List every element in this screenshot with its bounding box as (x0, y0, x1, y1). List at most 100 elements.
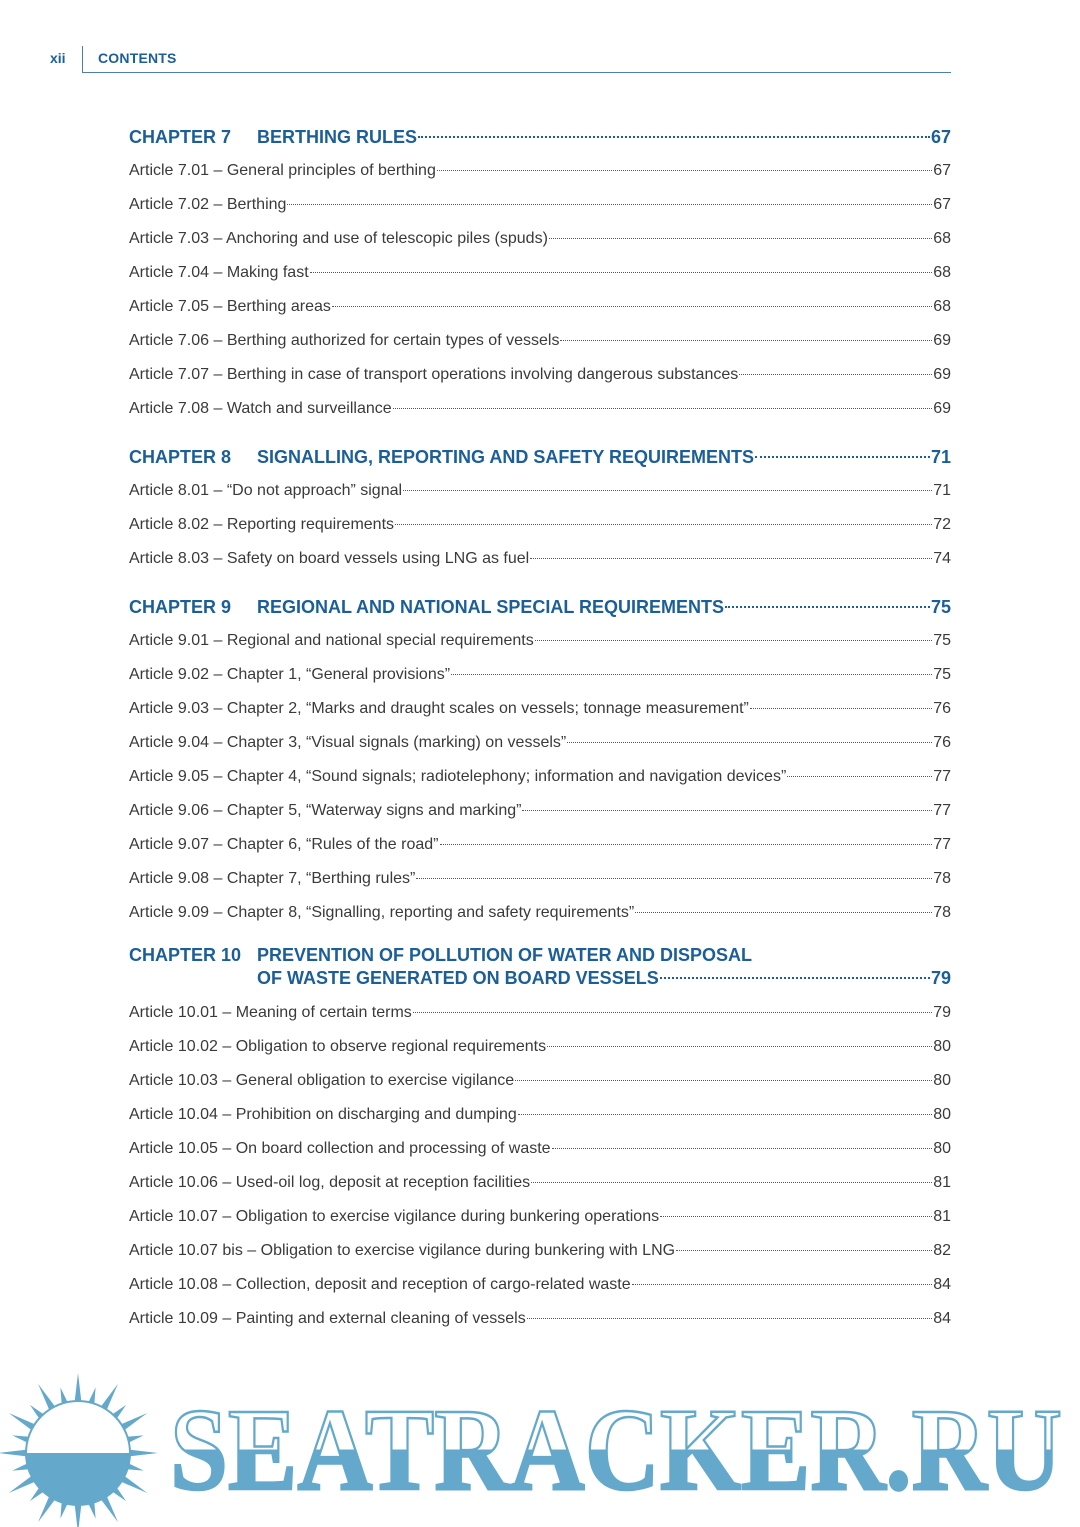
toc-entry[interactable]: Article 10.09 – Painting and external cl… (129, 1302, 951, 1336)
article-page: 79 (933, 1004, 951, 1021)
toc-entry[interactable]: Article 10.08 – Collection, deposit and … (129, 1268, 951, 1302)
toc-entry[interactable]: Article 8.02 – Reporting requirements 72 (129, 508, 951, 542)
article-title: Article 7.01 – General principles of ber… (129, 162, 436, 179)
toc-entry[interactable]: Article 10.01 – Meaning of certain terms… (129, 996, 951, 1030)
article-page: 80 (933, 1072, 951, 1089)
dot-leader (451, 674, 933, 675)
chapter-heading[interactable]: CHAPTER 8 SIGNALLING, REPORTING AND SAFET… (129, 440, 951, 474)
dot-leader (439, 844, 933, 845)
article-page: 75 (933, 666, 951, 683)
toc-entry[interactable]: Article 10.03 – General obligation to ex… (129, 1064, 951, 1098)
article-page: 78 (933, 870, 951, 887)
dot-leader (515, 1080, 933, 1081)
article-title: Article 7.03 – Anchoring and use of tele… (129, 230, 548, 247)
chapter-title-line1: PREVENTION OF POLLUTION OF WATER AND DIS… (257, 945, 753, 965)
toc-entry[interactable]: Article 10.05 – On board collection and … (129, 1132, 951, 1166)
article-title: Article 7.07 – Berthing in case of trans… (129, 366, 739, 383)
article-title: Article 9.03 – Chapter 2, “Marks and dra… (129, 700, 749, 717)
toc-entry[interactable]: Article 9.06 – Chapter 5, “Waterway sign… (129, 794, 951, 828)
toc-entry[interactable]: Article 9.09 – Chapter 8, “Signalling, r… (129, 896, 951, 930)
chapter-title: BERTHING RULES (257, 127, 418, 147)
dot-leader (331, 306, 933, 307)
chapter-heading[interactable]: CHAPTER 10 PREVENTION OF POLLUTION OF WAT… (129, 944, 951, 990)
dot-leader (659, 977, 930, 979)
article-page: 77 (933, 802, 951, 819)
article-title: Article 7.08 – Watch and surveillance (129, 400, 392, 417)
article-page: 75 (933, 632, 951, 649)
table-of-contents: CHAPTER 7 BERTHING RULES 67 Article 7.01 – … (129, 120, 951, 1336)
toc-entry[interactable]: Article 7.07 – Berthing in case of trans… (129, 358, 951, 392)
dot-leader (517, 1114, 933, 1115)
chapter-number: CHAPTER 10 (129, 945, 242, 965)
toc-entry[interactable]: Article 10.02 – Obligation to observe re… (129, 1030, 951, 1064)
toc-entry[interactable]: Article 8.01 – “Do not approach” signal 7… (129, 474, 951, 508)
article-title: Article 10.07 bis – Obligation to exerci… (129, 1242, 676, 1259)
article-title: Article 9.04 – Chapter 3, “Visual signal… (129, 734, 567, 751)
article-title: Article 10.06 – Used-oil log, deposit at… (129, 1174, 531, 1191)
chapter-number: CHAPTER 7 (129, 127, 232, 147)
toc-entry[interactable]: Article 9.05 – Chapter 4, “Sound signals… (129, 760, 951, 794)
article-title: Article 9.02 – Chapter 1, “General provi… (129, 666, 451, 683)
article-title: Article 10.03 – General obligation to ex… (129, 1072, 515, 1089)
article-title: Article 9.08 – Chapter 7, “Berthing rule… (129, 870, 416, 887)
chapter-heading[interactable]: CHAPTER 7 BERTHING RULES 67 (129, 120, 951, 154)
article-title: Article 9.09 – Chapter 8, “Signalling, r… (129, 904, 635, 921)
article-page: 77 (933, 768, 951, 785)
chapter-heading[interactable]: CHAPTER 9 REGIONAL AND NATIONAL SPECIAL R… (129, 590, 951, 624)
article-page: 80 (933, 1106, 951, 1123)
article-page: 69 (933, 366, 951, 383)
article-title: Article 9.06 – Chapter 5, “Waterway sign… (129, 802, 522, 819)
dot-leader (522, 810, 933, 811)
toc-entry[interactable]: Article 10.06 – Used-oil log, deposit at… (129, 1166, 951, 1200)
article-page: 76 (933, 734, 951, 751)
toc-entry[interactable]: Article 7.02 – Berthing 67 (129, 188, 951, 222)
toc-entry[interactable]: Article 10.07 – Obligation to exercise v… (129, 1200, 951, 1234)
toc-entry[interactable]: Article 10.04 – Prohibition on dischargi… (129, 1098, 951, 1132)
dot-leader (631, 1284, 933, 1285)
toc-entry[interactable]: Article 7.03 – Anchoring and use of tele… (129, 222, 951, 256)
dot-leader (534, 640, 933, 641)
article-title: Article 10.02 – Obligation to observe re… (129, 1038, 547, 1055)
dot-leader (551, 1148, 933, 1149)
chapter-number: CHAPTER 8 (129, 447, 232, 467)
chapter-title: SIGNALLING, REPORTING AND SAFETY REQUIRE… (257, 447, 755, 467)
toc-entry[interactable]: Article 9.04 – Chapter 3, “Visual signal… (129, 726, 951, 760)
toc-entry[interactable]: Article 9.01 – Regional and national spe… (129, 624, 951, 658)
seatracker-watermark: SEATRACKER.RU (0, 1373, 1063, 1527)
dot-leader (567, 742, 933, 743)
chapter-page: 71 (930, 447, 951, 467)
dot-leader (418, 136, 930, 138)
article-page: 81 (933, 1208, 951, 1225)
dot-leader (530, 558, 933, 559)
page-header: xii CONTENTS (50, 46, 951, 73)
toc-entry[interactable]: Article 7.04 – Making fast 68 (129, 256, 951, 290)
toc-entry[interactable]: Article 9.02 – Chapter 1, “General provi… (129, 658, 951, 692)
dot-leader (395, 524, 933, 525)
toc-entry[interactable]: Article 7.05 – Berthing areas 68 (129, 290, 951, 324)
toc-entry[interactable]: Article 8.03 – Safety on board vessels u… (129, 542, 951, 576)
toc-entry[interactable]: Article 7.06 – Berthing authorized for c… (129, 324, 951, 358)
toc-entry[interactable]: Article 9.08 – Chapter 7, “Berthing rule… (129, 862, 951, 896)
article-page: 68 (933, 264, 951, 281)
article-page: 77 (933, 836, 951, 853)
dot-leader (787, 776, 933, 777)
toc-entry[interactable]: Article 9.07 – Chapter 6, “Rules of the … (129, 828, 951, 862)
dot-leader (660, 1216, 933, 1217)
toc-entry[interactable]: Article 7.01 – General principles of ber… (129, 154, 951, 188)
article-title: Article 10.07 – Obligation to exercise v… (129, 1208, 660, 1225)
article-page: 84 (933, 1276, 951, 1293)
article-page: 76 (933, 700, 951, 717)
dot-leader (403, 490, 933, 491)
dot-leader (392, 408, 933, 409)
article-title: Article 10.04 – Prohibition on dischargi… (129, 1106, 517, 1123)
article-title: Article 7.06 – Berthing authorized for c… (129, 332, 560, 349)
article-page: 67 (933, 196, 951, 213)
toc-entry[interactable]: Article 10.07 bis – Obligation to exerci… (129, 1234, 951, 1268)
article-title: Article 7.05 – Berthing areas (129, 298, 331, 315)
article-page: 69 (933, 332, 951, 349)
toc-entry[interactable]: Article 7.08 – Watch and surveillance 69 (129, 392, 951, 426)
chapter-title-line2: OF WASTE GENERATED ON BOARD VESSELS (257, 968, 659, 988)
article-page: 81 (933, 1174, 951, 1191)
toc-entry[interactable]: Article 9.03 – Chapter 2, “Marks and dra… (129, 692, 951, 726)
chapter-page: 75 (930, 597, 951, 617)
